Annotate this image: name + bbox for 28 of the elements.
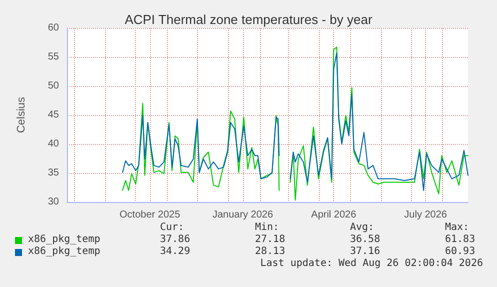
text: 36.58 [350, 234, 380, 245]
x-tick-label: October 2025 [120, 210, 181, 220]
text: 27.18 [255, 234, 286, 245]
y-tick-label: 45 [48, 110, 60, 120]
x-tick-label: January 2026 [212, 210, 274, 220]
y-tick-label: 55 [48, 52, 60, 62]
text: Min: [255, 222, 280, 233]
y-tick-label: 40 [48, 138, 60, 150]
y-tick-label: 50 [48, 80, 60, 92]
text: 61.83 [445, 234, 476, 245]
x-tick-label: April 2026 [311, 210, 357, 220]
text: 28.13 [255, 246, 286, 257]
y-tick-label: 60 [48, 22, 60, 34]
text: 60.93 [445, 246, 476, 257]
y-tick-label: 30 [48, 196, 60, 208]
legend-label: x86_pkg_temp [28, 234, 100, 245]
text: Last update: Wed Aug 26 02:00:04 2026 [260, 258, 483, 269]
text: Cur: [160, 222, 184, 233]
legend-label: x86_pkg_temp [28, 246, 100, 257]
text: 37.86 [160, 234, 190, 245]
y-axis-title: Celsius [16, 96, 28, 134]
text: 34.29 [160, 246, 190, 257]
x-tick-label: July 2026 [404, 210, 448, 220]
text: Avg: [350, 222, 374, 233]
chart-title: ACPI Thermal zone temperatures - by year [124, 12, 373, 27]
y-tick-label: 35 [48, 168, 60, 178]
text: Max: [445, 222, 470, 233]
text: 37.16 [350, 246, 380, 257]
